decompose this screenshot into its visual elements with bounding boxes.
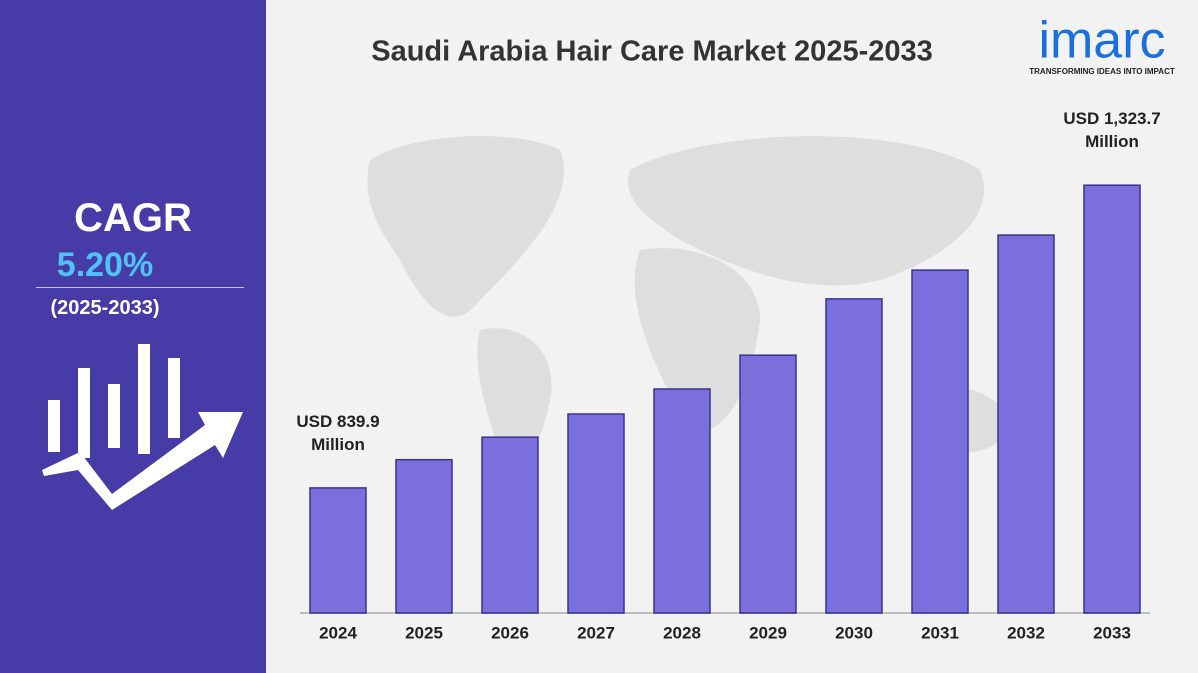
x-tick-label: 2026 (491, 623, 529, 642)
x-tick-label: 2028 (663, 623, 701, 642)
growth-icon (42, 344, 243, 510)
chart-title: Saudi Arabia Hair Care Market 2025-2033 (371, 36, 933, 68)
value-label: USD 1,323.7 Million (1063, 109, 1161, 152)
bar (567, 413, 625, 614)
x-tick-label: 2032 (1007, 623, 1045, 642)
x-tick-label: 2027 (577, 623, 615, 642)
x-tick-label: 2025 (405, 623, 443, 642)
bar (1083, 184, 1141, 614)
world-map (367, 136, 1010, 472)
bar (653, 388, 711, 614)
divider (36, 287, 244, 288)
x-tick-label: 2024 (319, 623, 357, 642)
cagr-label: CAGR (74, 196, 192, 240)
bar (395, 458, 453, 614)
sidebar: CAGR 5.20% (2025-2033) (0, 0, 266, 673)
x-tick-label: 2033 (1093, 623, 1131, 642)
cagr-value: 5.20% (56, 246, 154, 284)
logo-name: imarc (1038, 12, 1165, 70)
cagr-period: (2025-2033) (50, 297, 160, 319)
x-tick-label: 2031 (921, 623, 959, 642)
x-tick-label: 2029 (749, 623, 787, 642)
bar (481, 436, 539, 614)
bar (997, 234, 1055, 614)
logo-tagline: TRANSFORMING IDEAS INTO IMPACT (1029, 67, 1175, 76)
value-label: USD 839.9 Million (296, 411, 380, 454)
x-tick-label: 2030 (835, 623, 873, 642)
bar (825, 298, 883, 614)
bar (309, 487, 367, 614)
bar (739, 354, 797, 614)
bar (911, 269, 969, 614)
